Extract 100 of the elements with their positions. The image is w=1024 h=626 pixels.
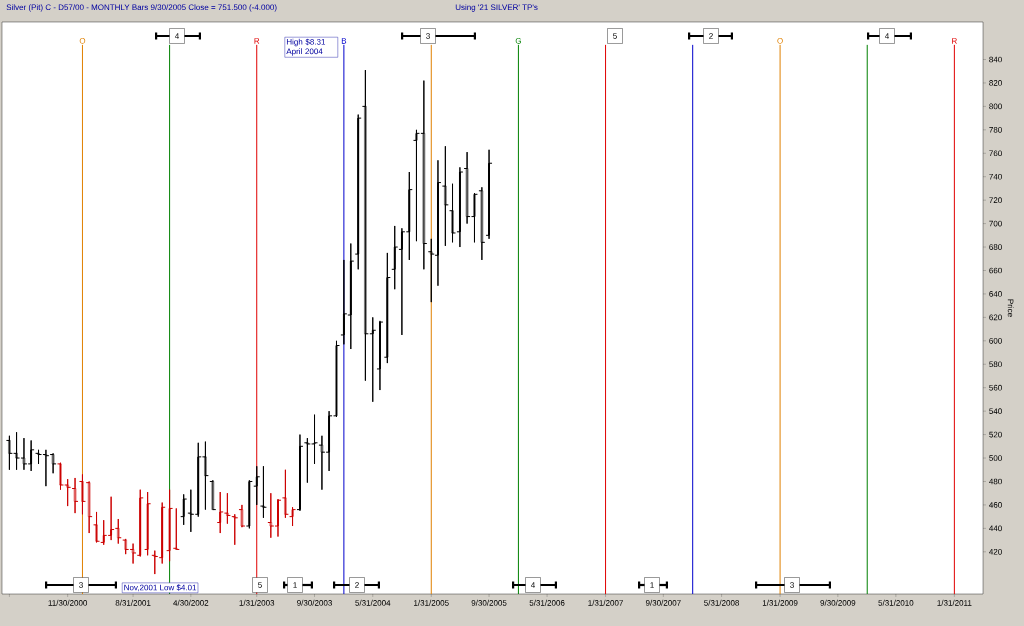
candlestick bbox=[449, 183, 456, 243]
y-tick-label: 460 bbox=[989, 502, 1002, 508]
y-tick-label: 780 bbox=[989, 126, 1002, 133]
candlestick bbox=[434, 159, 442, 287]
annotation: 5 bbox=[613, 33, 617, 39]
y-tick-label: 760 bbox=[989, 150, 1002, 157]
candlestick bbox=[93, 511, 101, 543]
y-tick-label: 680 bbox=[989, 244, 1002, 250]
annotation: 1 bbox=[650, 582, 654, 588]
candlestick bbox=[64, 478, 72, 507]
y-tick-label: 740 bbox=[989, 173, 1002, 180]
chart-title: Silver (Pit) C - D57/00 - MONTHLY Bars 9/30/2005 Close = 751.500 (-4.000) bbox=[6, 4, 277, 12]
annotation: 2 bbox=[355, 582, 359, 588]
x-tick-label: 5/31/2008 bbox=[704, 599, 740, 606]
y-tick-label: 580 bbox=[989, 361, 1002, 368]
candlestick bbox=[253, 465, 261, 506]
candlestick bbox=[151, 550, 159, 575]
candlestick bbox=[441, 145, 449, 247]
y-tick-label: 660 bbox=[989, 267, 1002, 274]
candlestick bbox=[376, 320, 384, 391]
candlestick bbox=[209, 479, 217, 511]
annotation: 4 bbox=[174, 33, 179, 39]
x-tick-label: 5/31/2010 bbox=[878, 599, 914, 606]
candlestick bbox=[114, 518, 122, 545]
candlestick bbox=[136, 489, 144, 557]
candlestick bbox=[78, 473, 86, 515]
candlestick bbox=[427, 238, 435, 303]
candlestick bbox=[144, 491, 152, 556]
x-tick-label: 9/30/2003 bbox=[297, 599, 332, 606]
candlestick bbox=[180, 493, 188, 526]
x-tick-label: 9/30/2009 bbox=[820, 599, 856, 606]
x-tick-label: 1/31/2005 bbox=[414, 599, 449, 606]
ref-line-label: O bbox=[777, 38, 783, 44]
annotation: 4 bbox=[530, 582, 535, 588]
candlestick bbox=[383, 252, 391, 364]
candlestick bbox=[85, 480, 93, 534]
candlestick bbox=[361, 69, 369, 382]
candlestick bbox=[57, 462, 64, 491]
candlestick bbox=[369, 316, 377, 403]
annotation: High $8.31 April 2004 bbox=[286, 38, 326, 56]
y-tick-label: 600 bbox=[989, 337, 1002, 344]
x-tick-label: 5/31/2004 bbox=[355, 599, 391, 606]
annotation: 3 bbox=[79, 582, 83, 588]
y-tick-label: 640 bbox=[989, 291, 1002, 297]
x-tick-label: 9/30/2005 bbox=[471, 599, 507, 606]
candlestick bbox=[259, 465, 267, 519]
candlestick bbox=[71, 477, 79, 514]
candlestick bbox=[391, 225, 399, 290]
x-tick-label: 4/30/2002 bbox=[173, 599, 209, 606]
annotation: 5 bbox=[258, 582, 262, 588]
ref-line-label: B bbox=[341, 38, 347, 44]
y-axis-title: Price bbox=[1007, 299, 1014, 317]
x-tick-label: 1/31/2003 bbox=[239, 599, 275, 606]
y-tick-label: 440 bbox=[989, 525, 1002, 532]
y-tick-label: 720 bbox=[989, 197, 1002, 203]
y-tick-label: 500 bbox=[989, 455, 1002, 461]
annotation: 2 bbox=[709, 33, 713, 39]
annotation: 3 bbox=[426, 33, 430, 39]
candlestick bbox=[172, 507, 180, 550]
y-tick-label: 620 bbox=[989, 314, 1002, 321]
y-tick-label: 700 bbox=[989, 220, 1002, 227]
y-tick-label: 420 bbox=[989, 548, 1002, 555]
candlestick bbox=[485, 149, 493, 240]
candlestick bbox=[238, 504, 246, 528]
candlestick bbox=[166, 489, 174, 562]
y-tick-label: 820 bbox=[989, 80, 1002, 86]
annotation: Nov,2001 Low $4.01 bbox=[124, 584, 197, 592]
y-tick-label: 540 bbox=[989, 408, 1002, 414]
y-tick-label: 520 bbox=[989, 431, 1002, 438]
candlestick bbox=[245, 479, 253, 529]
x-tick-label: 9/30/2007 bbox=[645, 599, 681, 606]
candlestick bbox=[281, 469, 289, 519]
x-tick-label: 1/31/2007 bbox=[588, 599, 623, 606]
y-tick-label: 480 bbox=[989, 478, 1002, 485]
candlestick bbox=[289, 506, 297, 527]
y-tick-label: 800 bbox=[989, 103, 1002, 110]
x-tick-label: 1/31/2011 bbox=[937, 599, 972, 606]
ref-line-label: G bbox=[515, 38, 521, 44]
annotation: 1 bbox=[293, 582, 297, 588]
candlestick bbox=[231, 513, 239, 546]
annotation: 4 bbox=[884, 33, 890, 39]
x-tick-label: 8/31/2001 bbox=[115, 599, 151, 606]
ref-line-label: O bbox=[79, 38, 86, 44]
candlestick bbox=[5, 435, 13, 471]
candlestick bbox=[354, 114, 362, 270]
candlestick bbox=[49, 452, 57, 474]
y-tick-label: 840 bbox=[989, 56, 1002, 63]
x-tick-label: 11/30/2000 bbox=[48, 599, 88, 606]
y-tick-label: 560 bbox=[989, 384, 1002, 391]
ref-line-label: R bbox=[254, 38, 260, 44]
candlestick bbox=[420, 80, 428, 270]
candlestick bbox=[303, 437, 311, 484]
chart-subtitle: Using '21 SILVER' TP's bbox=[455, 4, 538, 12]
candlestick bbox=[478, 186, 486, 261]
candlestick bbox=[158, 502, 166, 565]
x-tick-label: 1/31/2009 bbox=[762, 599, 798, 606]
candlestick bbox=[296, 434, 304, 512]
annotation: 3 bbox=[790, 582, 794, 588]
candlestick bbox=[456, 166, 464, 248]
x-tick-label: 5/31/2006 bbox=[529, 599, 565, 606]
